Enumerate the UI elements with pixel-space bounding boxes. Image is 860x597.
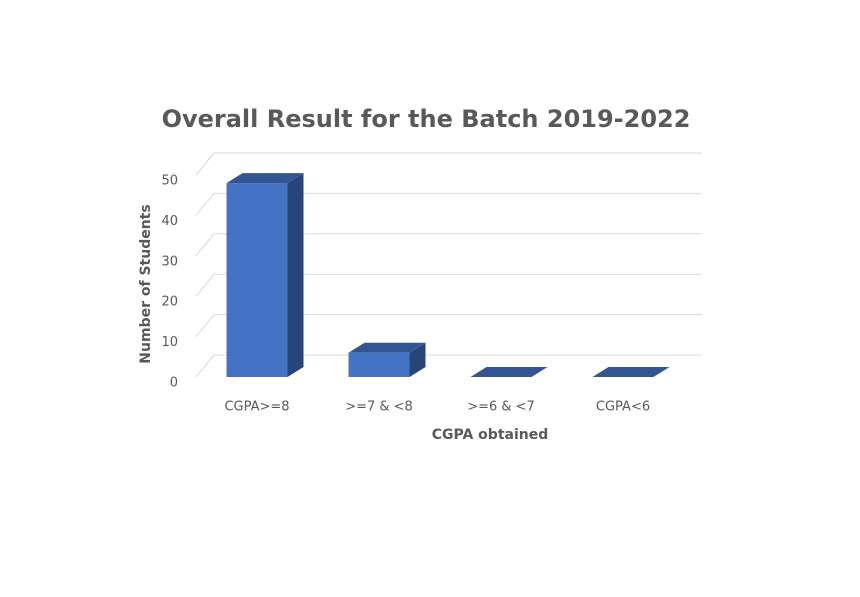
y-tick-label: 40 [161, 214, 178, 229]
grid-line [195, 354, 702, 378]
bar-top [592, 367, 670, 377]
grid-line [195, 192, 702, 216]
bar [348, 352, 410, 377]
x-axis-title: CGPA obtained [432, 427, 549, 443]
chart-title: Overall Result for the Batch 2019-2022 [162, 105, 691, 133]
x-tick-label: >=7 & <8 [345, 400, 413, 415]
y-tick-label: 50 [161, 174, 178, 189]
y-axis-title: Number of Students [138, 204, 154, 363]
bar [226, 183, 288, 377]
y-tick-label: 0 [170, 376, 178, 391]
bar-top [226, 173, 304, 184]
grid-line [195, 152, 702, 176]
y-tick-label: 20 [161, 295, 178, 310]
y-tick-label: 30 [161, 254, 178, 269]
bar-side [287, 173, 304, 377]
x-tick-label: CGPA>=8 [224, 400, 289, 415]
grid-line [195, 233, 702, 257]
y-tick-label: 10 [161, 335, 178, 350]
x-tick-label: >=6 & <7 [467, 400, 535, 415]
bar-top [348, 342, 426, 353]
bar-side [409, 342, 426, 377]
grid-line [195, 314, 702, 337]
grid-line [195, 273, 702, 297]
bar-top [470, 367, 548, 377]
x-tick-label: CGPA<6 [596, 400, 650, 415]
